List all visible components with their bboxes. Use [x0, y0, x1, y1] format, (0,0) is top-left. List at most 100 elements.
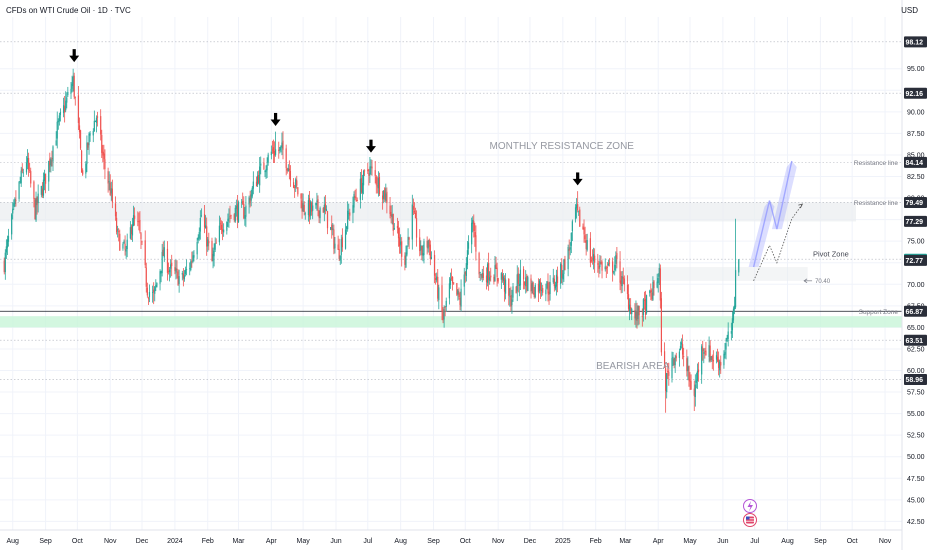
candle-body: [168, 269, 171, 273]
candle-body: [236, 204, 239, 221]
y-tick-label: 65.00: [907, 325, 925, 332]
candle-body: [642, 299, 644, 315]
candle-body: [293, 182, 295, 188]
candle-body: [307, 200, 310, 216]
candle-body: [271, 149, 274, 151]
candle-body: [82, 170, 84, 175]
candle-body: [634, 310, 636, 319]
candle-body: [215, 242, 217, 244]
x-tick-label: Aug: [394, 538, 407, 545]
candle-body: [95, 117, 98, 123]
candle-body: [221, 229, 224, 232]
y-tick-label: 55.00: [907, 411, 925, 418]
candle-body: [228, 217, 230, 219]
price-label: 58.96: [906, 377, 924, 384]
candle-body: [89, 133, 91, 136]
candle-body: [475, 235, 477, 252]
candle-body: [323, 204, 325, 213]
y-tick-label: 52.50: [907, 433, 925, 440]
candle-body: [255, 181, 258, 187]
candle-body: [189, 268, 191, 270]
candle-body: [40, 185, 42, 195]
price-label: 84.14: [906, 160, 924, 167]
candle-body: [5, 246, 7, 253]
candle-body: [259, 166, 261, 186]
us-flag-icon[interactable]: [743, 513, 757, 527]
candle-body: [592, 254, 595, 261]
alt-projection-path: [753, 203, 803, 281]
candle-body: [28, 157, 30, 170]
candle-body: [561, 265, 563, 279]
candle-body: [124, 243, 126, 250]
down-arrow-icon: [365, 139, 376, 153]
down-arrow-head: [69, 55, 80, 63]
candle-body: [375, 176, 377, 185]
candle-body: [267, 154, 269, 163]
candle-body: [263, 162, 265, 170]
candle-body: [340, 239, 342, 255]
candle-body: [560, 263, 562, 284]
chart-title: CFDs on WTI Crude Oil · 1D · TVC: [6, 6, 131, 15]
x-tick-label: Nov: [879, 538, 892, 545]
candle-body: [430, 257, 432, 260]
candle-body: [494, 265, 496, 282]
candle-body: [489, 277, 491, 281]
candle-body: [88, 133, 90, 146]
y-tick-label: 50.00: [907, 454, 925, 461]
candle-body: [583, 227, 585, 235]
candle-body: [316, 200, 318, 203]
alt-projection-arrowhead: [798, 203, 804, 209]
candle-body: [297, 187, 299, 195]
lightning-icon[interactable]: [743, 499, 757, 513]
candle-body: [496, 267, 498, 278]
candle-body: [114, 203, 117, 217]
candle-body: [78, 125, 81, 133]
candle-body: [92, 131, 94, 136]
candle-body: [563, 259, 565, 274]
candle-body: [542, 288, 544, 293]
price-label-bg: [904, 36, 927, 48]
candle-body: [638, 305, 640, 316]
candle-body: [37, 193, 39, 204]
candle-body: [384, 188, 386, 200]
candle-body: [237, 202, 240, 223]
markers: [69, 49, 583, 186]
candle-body: [11, 214, 13, 235]
price-label: 79.49: [906, 200, 924, 207]
candle-body: [109, 182, 111, 195]
candle-body: [600, 262, 602, 264]
candle-body: [598, 265, 600, 269]
candle-body: [601, 261, 603, 271]
candle-body: [519, 269, 522, 286]
candle-body: [15, 199, 17, 201]
candle-body: [385, 193, 387, 201]
price-label: 72.77: [906, 258, 924, 265]
y-tick-label: 45.00: [907, 497, 925, 504]
candle-body: [508, 278, 510, 296]
candle-body: [156, 282, 158, 287]
candle-body: [155, 284, 157, 288]
candle-body: [672, 356, 674, 358]
candle-body: [244, 215, 246, 219]
candle-body: [130, 226, 133, 234]
x-tick-label: Aug: [781, 538, 794, 545]
y-tick-label: 85.00: [907, 152, 925, 159]
candle-body: [93, 120, 95, 132]
candle-body: [356, 199, 358, 202]
candle-body: [115, 217, 118, 233]
candle-body: [500, 273, 502, 280]
candle-body: [361, 182, 364, 194]
candle-body: [401, 241, 403, 257]
candle-body: [562, 273, 564, 280]
candle-body: [266, 164, 268, 171]
candle-body: [70, 88, 72, 94]
candle-body: [243, 204, 245, 219]
candle-body: [57, 120, 59, 123]
level-label: Resistance line: [854, 200, 898, 207]
x-tick-label: Sep: [427, 538, 440, 545]
candle-body: [423, 241, 425, 256]
candle-body: [18, 181, 20, 199]
candle-body: [453, 282, 455, 284]
